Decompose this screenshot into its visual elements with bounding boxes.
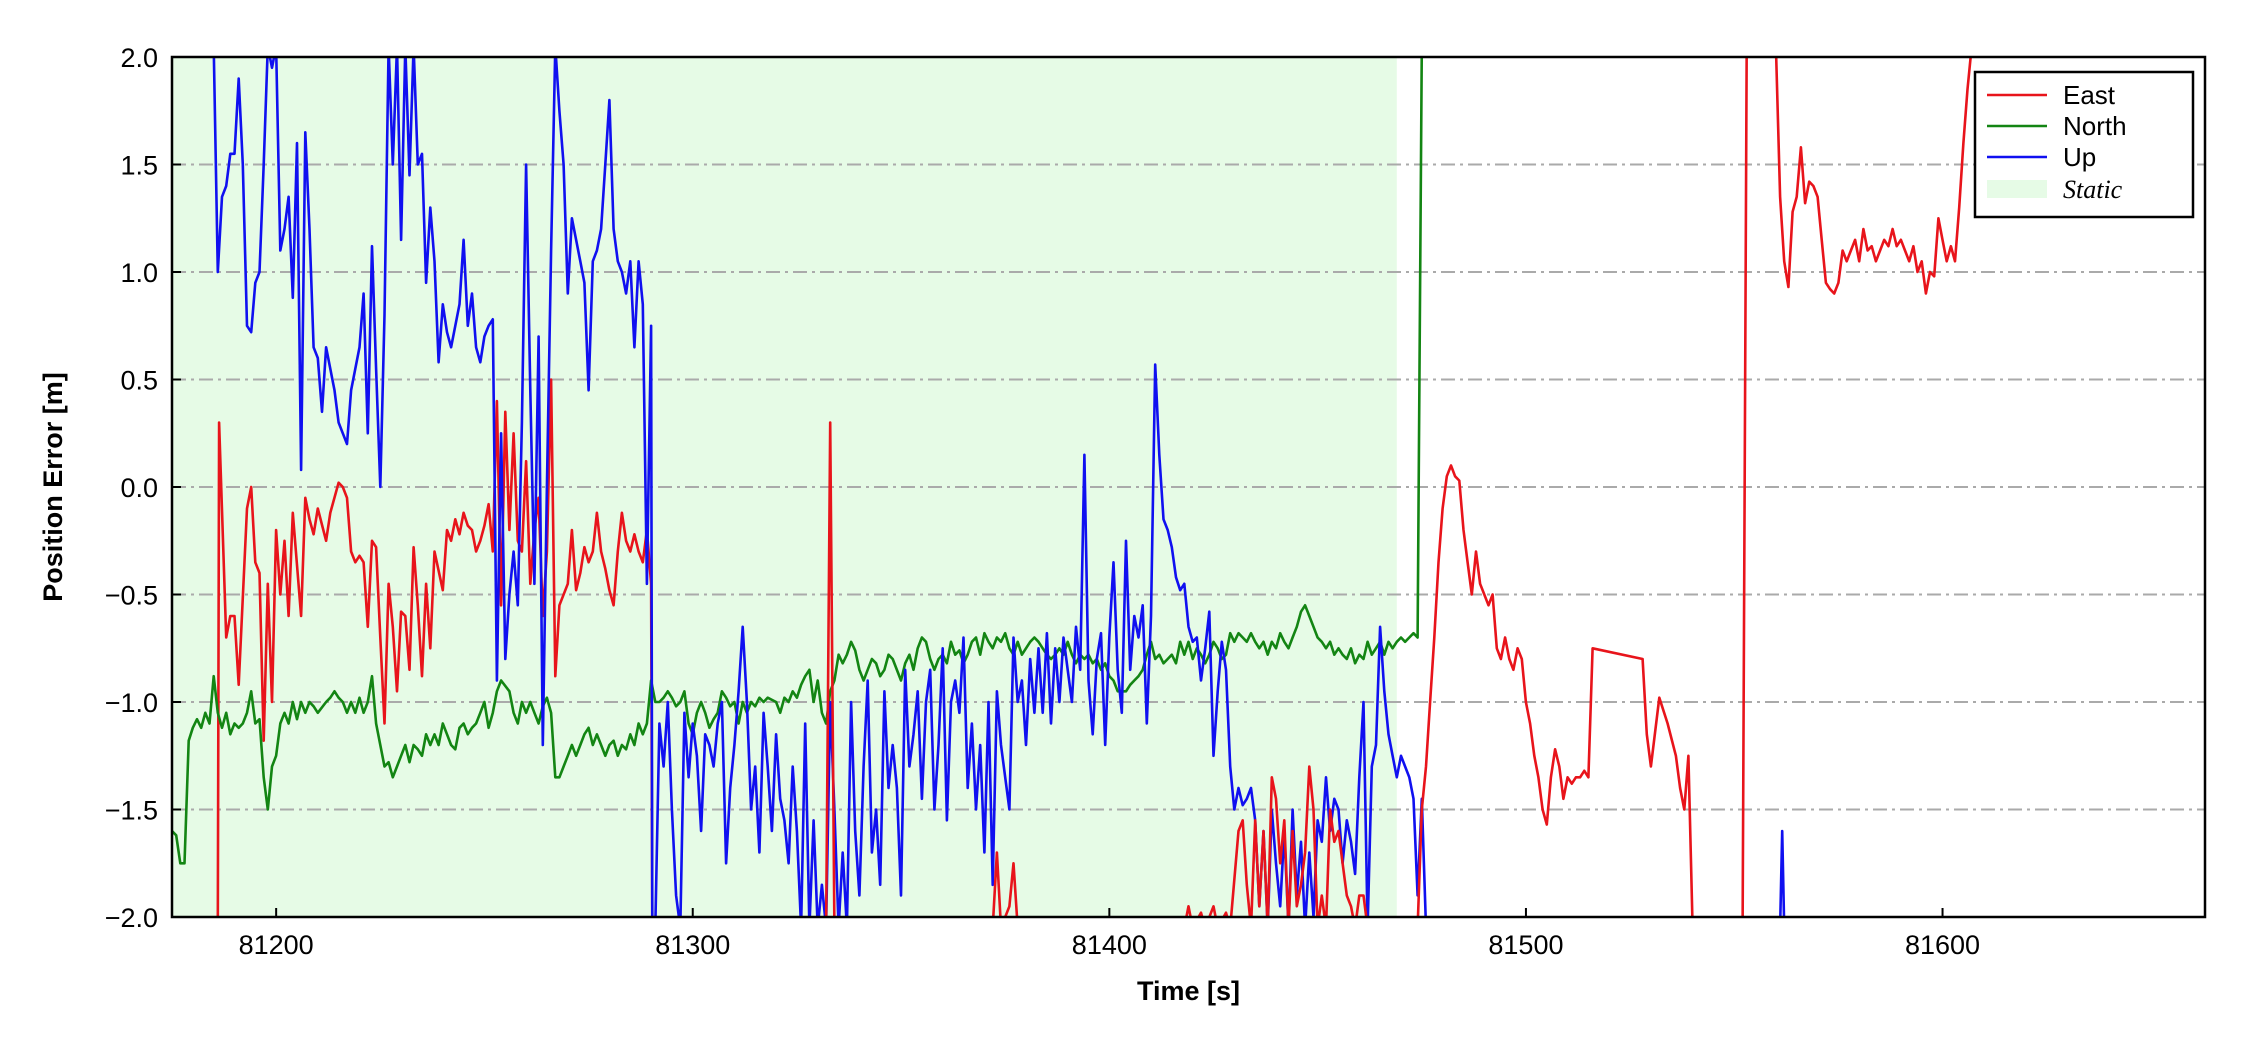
legend-label-up: Up: [2063, 142, 2096, 172]
x-axis-label: Time [s]: [1137, 976, 1240, 1006]
series-lines: [172, 57, 1972, 917]
legend-label-static: Static: [2063, 175, 2123, 204]
y-tick-label: −2.0: [105, 903, 158, 933]
series-line-east: [216, 378, 654, 917]
y-tick-label: 0.5: [120, 366, 158, 396]
y-tick-label: −0.5: [105, 581, 158, 611]
series-line-north: [172, 57, 1424, 865]
y-tick-label: 1.0: [120, 258, 158, 288]
x-tick-label: 81300: [655, 930, 730, 960]
y-tick-label: 1.5: [120, 151, 158, 181]
y-tick-label: −1.5: [105, 796, 158, 826]
y-tick-label: −1.0: [105, 688, 158, 718]
legend-label-east: East: [2063, 80, 2116, 110]
series-line-segment-5: [1416, 464, 1694, 917]
legend-label-north: North: [2063, 111, 2127, 141]
series-line-up: [212, 57, 1427, 917]
x-tick-label: 81400: [1072, 930, 1147, 960]
x-axis-ticks: 81200 81300 81400 81500 81600: [239, 908, 1980, 960]
y-axis-ticks: −2.0 −1.5 −1.0 −0.5 0.0 0.5 1.0 1.5 2.0: [105, 43, 181, 933]
series-line-segment-3: [824, 421, 836, 917]
legend-swatch-static: [1987, 180, 2047, 198]
series-line-segment-4: [992, 765, 1368, 917]
x-tick-label: 81200: [239, 930, 314, 960]
legend: East North Up Static: [1973, 70, 2195, 219]
x-tick-label: 81600: [1905, 930, 1980, 960]
x-tick-label: 81500: [1488, 930, 1563, 960]
grid-lines: [172, 163, 2205, 811]
y-axis-label: Position Error [m]: [38, 372, 68, 602]
series-line-segment-7: [1779, 829, 1786, 917]
y-tick-label: 2.0: [120, 43, 158, 73]
series-line-segment-6: [1741, 57, 1972, 917]
y-tick-label: 0.0: [120, 473, 158, 503]
